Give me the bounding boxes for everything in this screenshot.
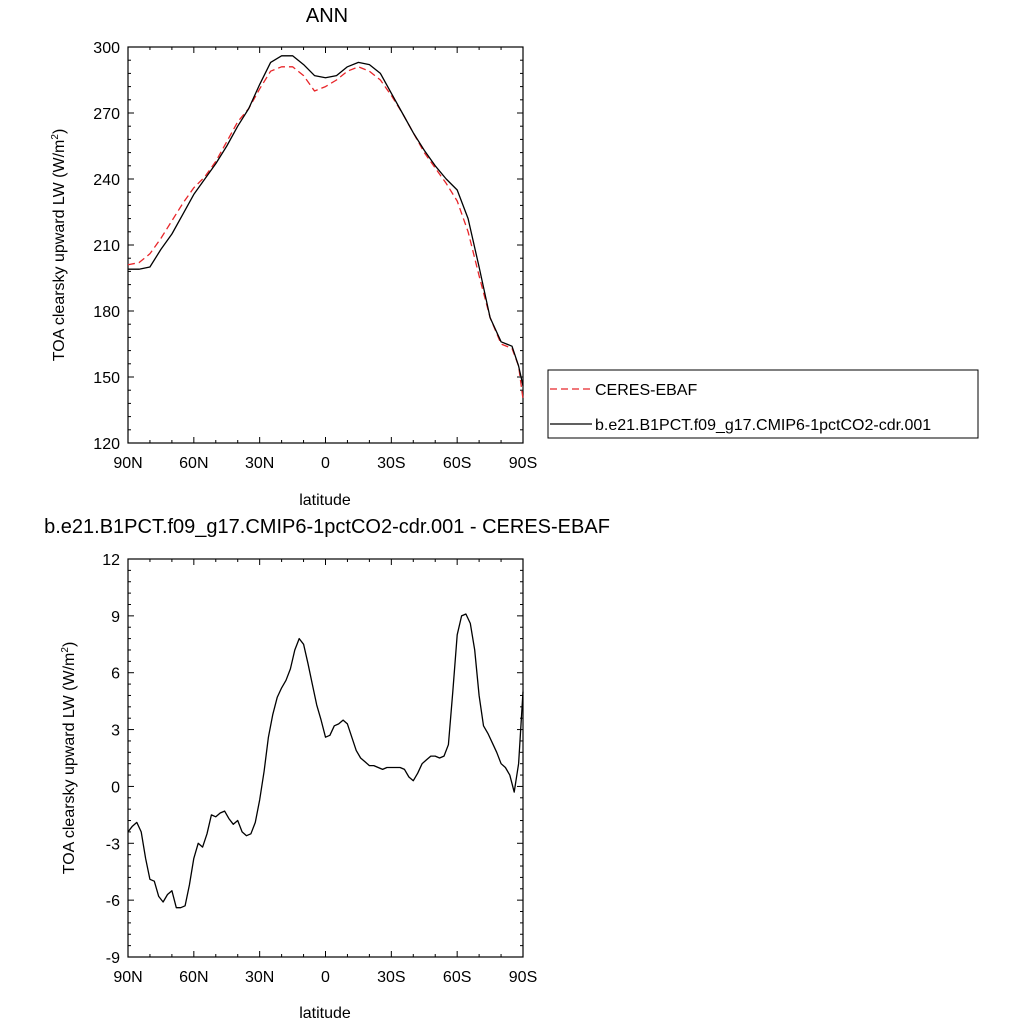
top-chart-title: ANN [306,5,348,27]
bottom-x-ticks: 90N 60N 30N 0 30S 60S 90S [113,559,537,986]
bottom-y-tick-label: -3 [106,836,120,853]
top-y-tick-label: 180 [93,304,120,321]
top-y-tick-label: 150 [93,370,120,387]
legend-label-ceres: CERES-EBAF [595,382,697,399]
top-x-tick-label: 60S [443,455,471,472]
bottom-panel: b.e21.B1PCT.f09_g17.CMIP6-1pctCO2-cdr.00… [44,516,610,1022]
bottom-y-tick-label: -9 [106,950,120,967]
top-y-ticks: 120 150 180 210 240 270 300 [93,40,523,453]
top-panel: ANN 120 150 180 210 240 270 300 90N 60N 30N 0 30S 6… [50,5,979,509]
bottom-series-line-0 [127,613,524,909]
legend: CERES-EBAF b.e21.B1PCT.f09_g17.CMIP6-1pc… [547,369,979,439]
bottom-y-tick-label: 3 [111,723,120,740]
bottom-y-tick-label: 12 [102,552,120,569]
bottom-x-tick-label: 30S [377,969,405,986]
top-y-tick-label: 210 [93,238,120,255]
top-y-tick-label: 120 [93,436,120,453]
bottom-y-axis-label: TOA clearsky upward LW (W/m2) [60,642,78,875]
top-y-tick-label: 240 [93,172,120,189]
top-x-tick-label: 90S [509,455,537,472]
top-x-axis-label: latitude [299,492,351,509]
legend-label-model: b.e21.B1PCT.f09_g17.CMIP6-1pctCO2-cdr.00… [595,417,931,434]
top-series-lines [127,55,524,400]
top-x-ticks: 90N 60N 30N 0 30S 60S 90S [113,47,537,472]
bottom-series-lines [127,613,524,909]
top-x-tick-label: 30N [245,455,274,472]
bottom-x-tick-label: 30N [245,969,274,986]
top-series-line-1 [128,55,524,386]
bottom-y-tick-label: -6 [106,893,120,910]
bottom-x-tick-label: 0 [321,969,330,986]
bottom-x-tick-label: 90N [113,969,142,986]
top-plot-frame [127,46,524,444]
bottom-x-tick-label: 60N [179,969,208,986]
top-x-tick-label: 0 [321,455,330,472]
top-y-tick-label: 270 [93,106,120,123]
top-x-tick-label: 60N [179,455,208,472]
bottom-x-axis-label: latitude [299,1005,351,1022]
top-y-axis-label: TOA clearsky upward LW (W/m2) [50,129,68,362]
bottom-y-tick-label: 0 [111,779,120,796]
bottom-x-tick-label: 90S [509,969,537,986]
bottom-y-ticks: -9 -6 -3 0 3 6 9 12 [102,552,523,967]
top-series-line-0 [127,66,524,400]
top-x-tick-label: 30S [377,455,405,472]
bottom-y-tick-label: 9 [111,609,120,626]
top-x-tick-label: 90N [113,455,142,472]
bottom-x-tick-label: 60S [443,969,471,986]
top-y-tick-label: 300 [93,40,120,57]
bottom-chart-title: b.e21.B1PCT.f09_g17.CMIP6-1pctCO2-cdr.00… [44,516,610,538]
legend-box [547,369,979,439]
bottom-y-tick-label: 6 [111,666,120,683]
